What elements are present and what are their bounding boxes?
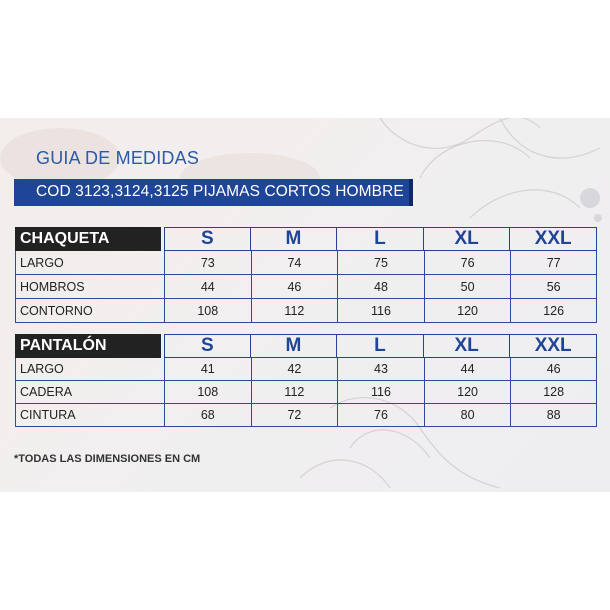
row-label: HOMBROS	[15, 275, 161, 299]
size-header-l: L	[337, 227, 424, 251]
footnote: *TODAS LAS DIMENSIONES EN CM	[14, 453, 201, 465]
value-cell: 112	[250, 299, 338, 323]
value-cell: 56	[510, 275, 597, 299]
size-header-xl: XL	[423, 227, 511, 251]
size-header-m: M	[250, 227, 338, 251]
value-cell: 116	[337, 381, 424, 404]
value-cell: 77	[510, 251, 597, 275]
table-row: CINTURA 68 72 76 80 88	[15, 404, 597, 427]
page-title: GUIA DE MEDIDAS	[36, 148, 200, 168]
size-header-xxl: XXL	[510, 227, 597, 251]
table-title: PANTALÓN	[15, 334, 161, 358]
value-cell: 116	[337, 299, 424, 323]
row-label: LARGO	[15, 251, 161, 275]
table-row: CONTORNO 108 112 116 120 126	[15, 299, 597, 323]
table-row: LARGO 73 74 75 76 77	[15, 251, 597, 275]
value-cell: 120	[423, 381, 511, 404]
value-cell: 50	[423, 275, 511, 299]
value-cell: 112	[250, 381, 338, 404]
row-label: CONTORNO	[15, 299, 161, 323]
value-cell: 108	[164, 299, 251, 323]
size-header-s: S	[164, 334, 251, 358]
value-cell: 42	[250, 358, 338, 381]
table-row: CADERA 108 112 116 120 128	[15, 381, 597, 404]
value-cell: 73	[164, 251, 251, 275]
value-cell: 88	[510, 404, 597, 427]
table-row: LARGO 41 42 43 44 46	[15, 358, 597, 381]
table-header-row: PANTALÓN S M L XL XXL	[15, 334, 597, 358]
row-label: LARGO	[15, 358, 161, 381]
value-cell: 108	[164, 381, 251, 404]
value-cell: 120	[423, 299, 511, 323]
banner-text: COD 3123,3124,3125 PIJAMAS CORTOS HOMBRE	[36, 183, 404, 200]
value-cell: 48	[337, 275, 424, 299]
value-cell: 126	[510, 299, 597, 323]
table-title: CHAQUETA	[15, 227, 161, 251]
value-cell: 41	[164, 358, 251, 381]
value-cell: 46	[250, 275, 338, 299]
value-cell: 68	[164, 404, 251, 427]
value-cell: 74	[250, 251, 338, 275]
row-label: CADERA	[15, 381, 161, 404]
table-header-row: CHAQUETA S M L XL XXL	[15, 227, 597, 251]
value-cell: 76	[423, 251, 511, 275]
size-header-m: M	[250, 334, 338, 358]
table-row: HOMBROS 44 46 48 50 56	[15, 275, 597, 299]
size-header-xxl: XXL	[510, 334, 597, 358]
value-cell: 75	[337, 251, 424, 275]
value-cell: 43	[337, 358, 424, 381]
value-cell: 44	[423, 358, 511, 381]
value-cell: 128	[510, 381, 597, 404]
value-cell: 72	[250, 404, 338, 427]
product-code-banner: COD 3123,3124,3125 PIJAMAS CORTOS HOMBRE	[14, 179, 413, 206]
row-label: CINTURA	[15, 404, 161, 427]
value-cell: 44	[164, 275, 251, 299]
value-cell: 46	[510, 358, 597, 381]
size-header-l: L	[337, 334, 424, 358]
size-header-xl: XL	[423, 334, 511, 358]
value-cell: 80	[423, 404, 511, 427]
value-cell: 76	[337, 404, 424, 427]
size-header-s: S	[164, 227, 251, 251]
